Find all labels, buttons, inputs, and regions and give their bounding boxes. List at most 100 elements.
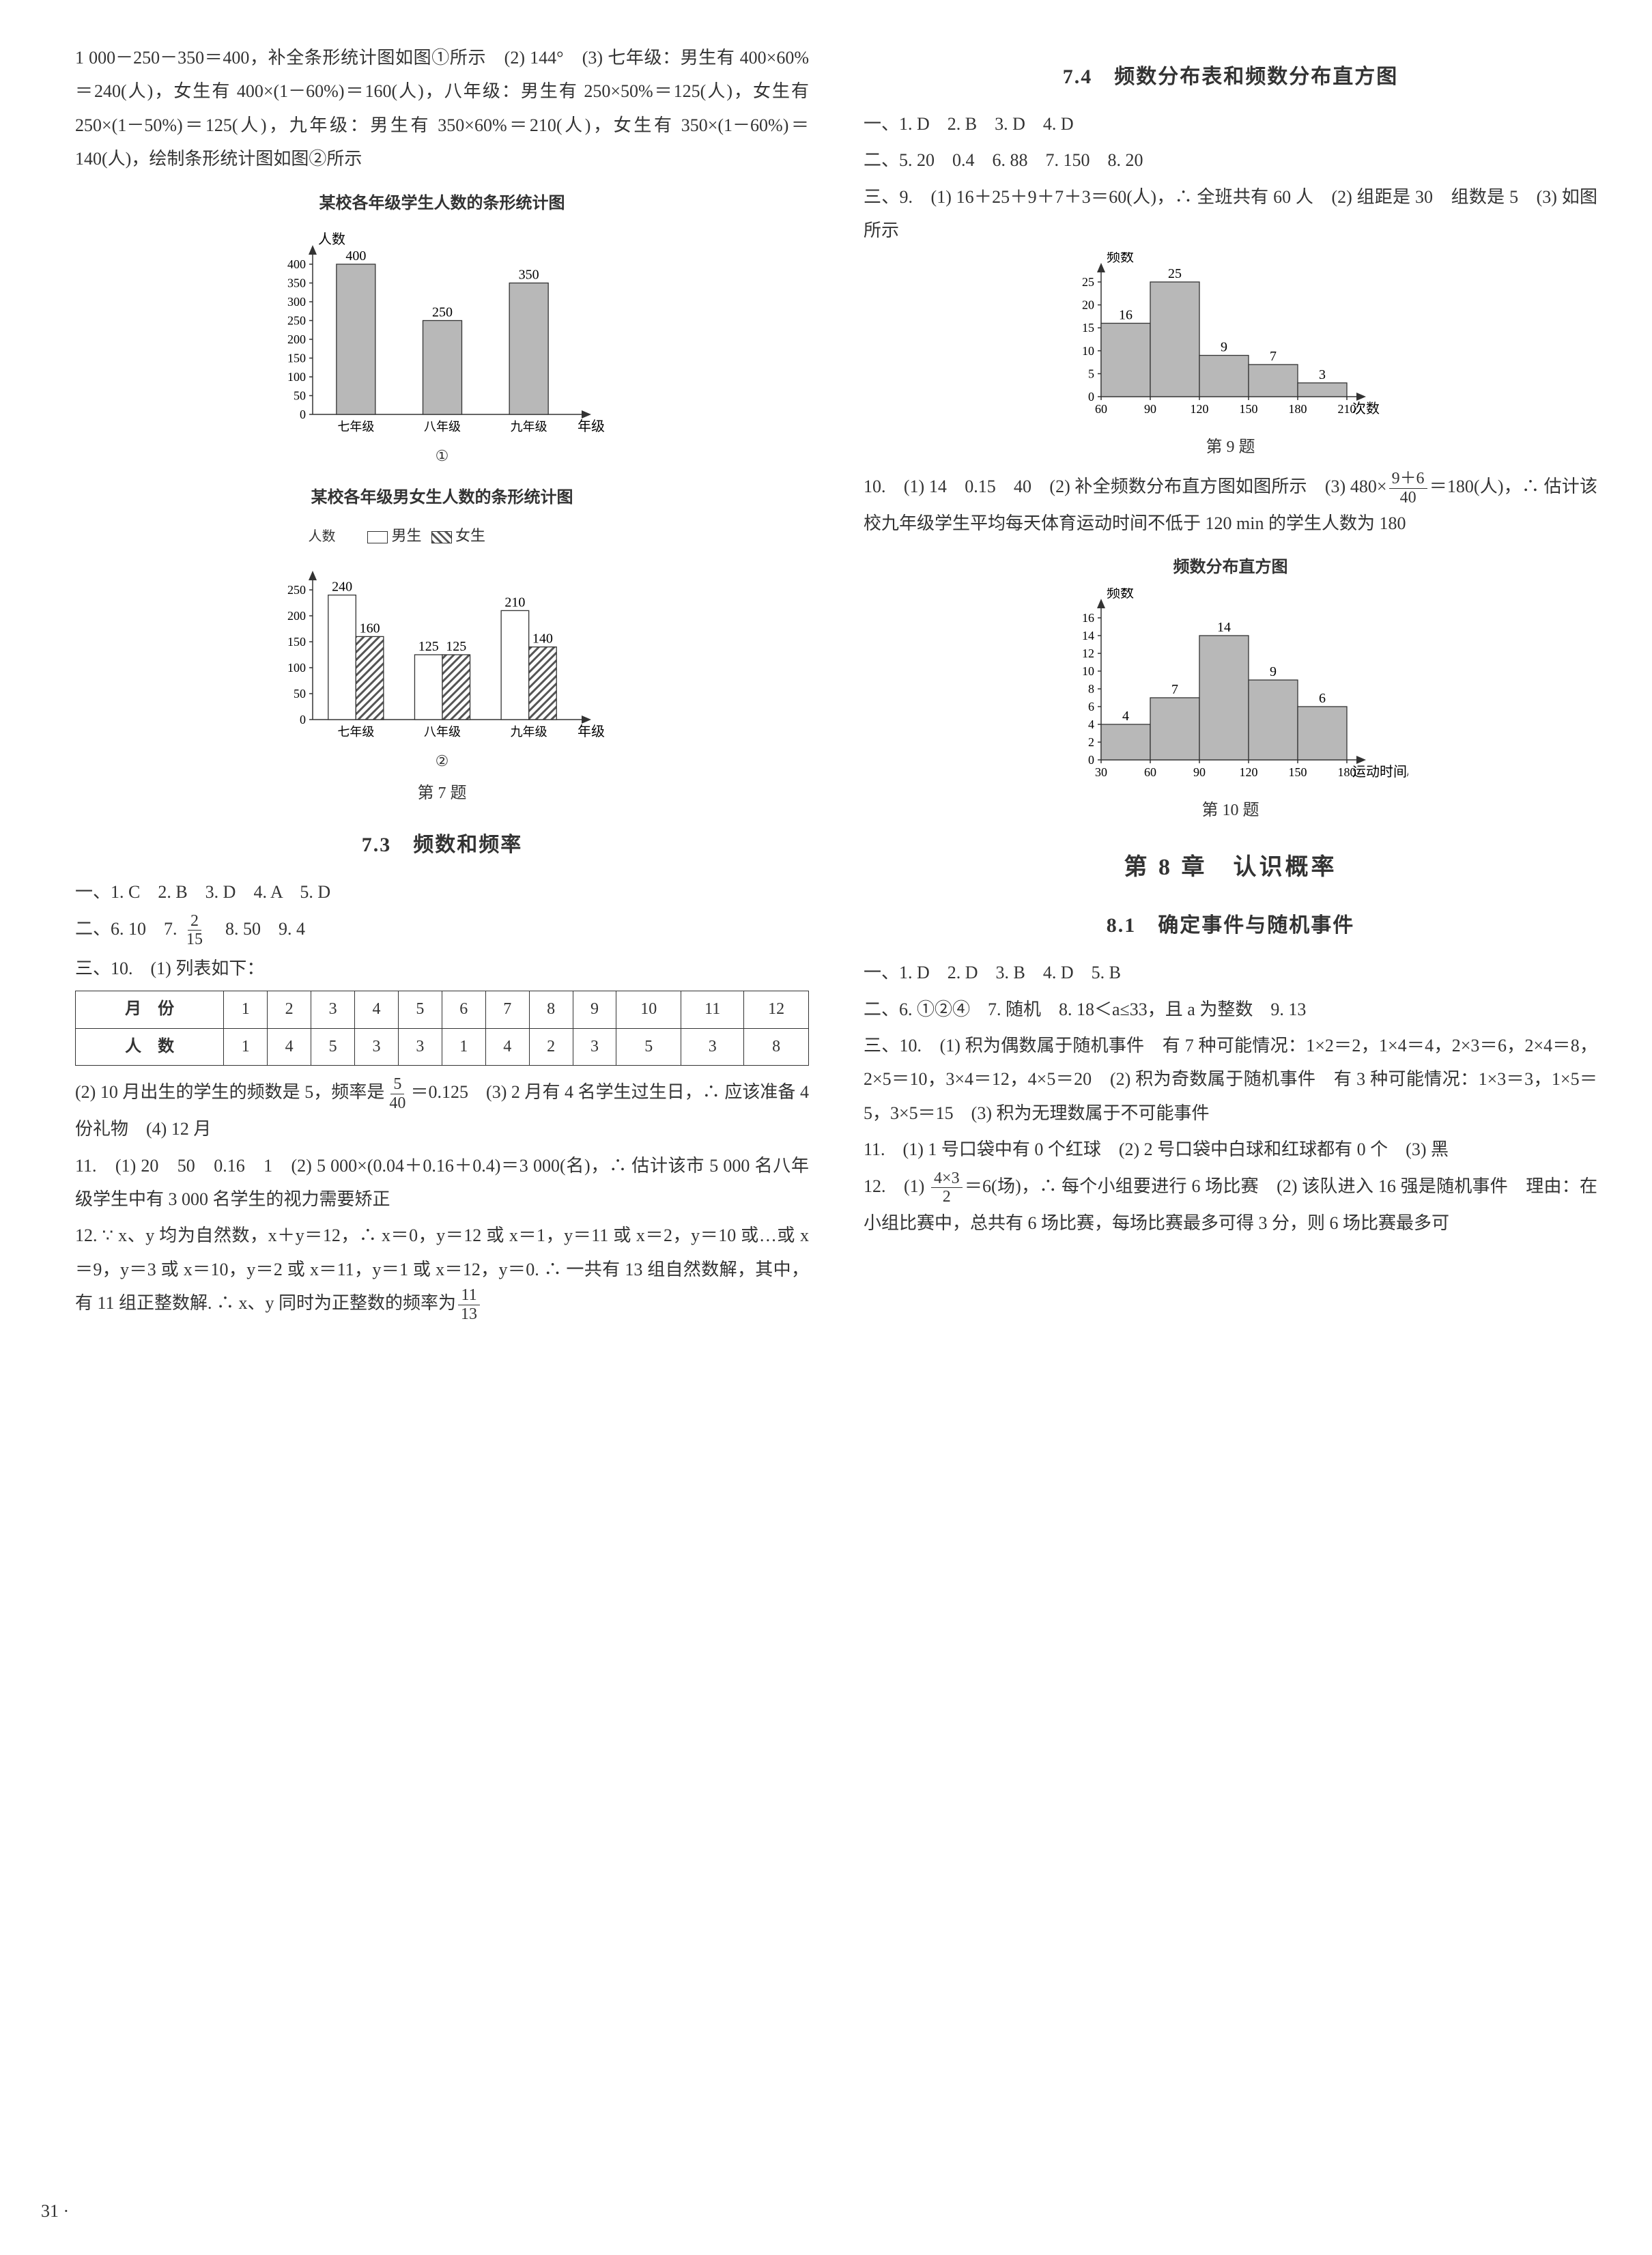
svg-text:12: 12 — [1082, 647, 1094, 660]
s73-l2b: 8. 50 9. 4 — [208, 919, 305, 939]
legend-female-box — [431, 531, 452, 543]
s81-p11: 11. (1) 1 号口袋中有 0 个红球 (2) 2 号口袋中白球和红球都有 … — [864, 1133, 1597, 1166]
svg-text:0: 0 — [300, 408, 306, 421]
svg-text:50: 50 — [294, 687, 306, 700]
s73-l2a: 二、6. 10 7. — [75, 919, 182, 939]
left-column: 1 000－250－350＝400，补全条形统计图如图①所示 (2) 144° … — [75, 41, 809, 1326]
svg-text:七年级: 七年级 — [337, 725, 374, 739]
left-intro: 1 000－250－350＝400，补全条形统计图如图①所示 (2) 144° … — [75, 41, 809, 176]
svg-text:运动时间/min: 运动时间/min — [1352, 764, 1408, 780]
svg-text:90: 90 — [1193, 765, 1206, 779]
s81-p12a: 12. (1) — [864, 1176, 929, 1196]
svg-text:9: 9 — [1270, 664, 1277, 679]
s74-title: 7.4 频数分布表和频数分布直方图 — [864, 57, 1597, 96]
chart9-svg: 0510152025频数次数16259736090120150180210 — [1053, 252, 1408, 429]
chart9-caption: 第 9 题 — [1206, 432, 1255, 464]
svg-text:150: 150 — [287, 635, 306, 649]
chart1-title: 某校各年级学生人数的条形统计图 — [75, 188, 809, 220]
chart10-caption: 第 10 题 — [1202, 795, 1259, 827]
svg-text:20: 20 — [1082, 298, 1094, 311]
chart1-svg: 050100150200250300350400人数年级400七年级250八年级… — [265, 223, 620, 442]
chart10-svg: 0246810121416频数运动时间/min47149630609012015… — [1053, 588, 1408, 793]
svg-text:4: 4 — [1122, 709, 1129, 724]
right-column: 7.4 频数分布表和频数分布直方图 一、1. D 2. B 3. D 4. D … — [864, 41, 1597, 1326]
s74-p10: 10. (1) 14 0.15 40 (2) 补全频数分布直方图如图所示 (3)… — [864, 470, 1597, 540]
svg-text:3: 3 — [1319, 367, 1326, 382]
svg-text:150: 150 — [1288, 765, 1307, 779]
svg-text:150: 150 — [1239, 402, 1257, 416]
svg-text:七年级: 七年级 — [337, 420, 374, 434]
s73-p10-2-frac: 540 — [386, 1075, 408, 1112]
svg-text:210: 210 — [1337, 402, 1356, 416]
s73-p12a: 12. ∵ x、y 均为自然数，x＋y＝12，∴ x＝0，y＝12 或 x＝1，… — [75, 1225, 809, 1313]
svg-text:30: 30 — [1095, 765, 1107, 779]
svg-text:250: 250 — [287, 583, 306, 597]
chart9: 0510152025频数次数16259736090120150180210 第 … — [864, 252, 1597, 464]
svg-text:25: 25 — [1082, 275, 1094, 289]
svg-text:15: 15 — [1082, 321, 1094, 335]
chart2-sub: ② — [436, 747, 449, 776]
svg-text:200: 200 — [287, 609, 306, 623]
legend-female-label: 女生 — [455, 527, 485, 544]
svg-text:100: 100 — [287, 661, 306, 675]
s74-p10-frac: 9＋640 — [1389, 470, 1427, 507]
s73-l2-frac: 215 — [184, 912, 205, 949]
chart2-ylabel-top: 人数 — [309, 529, 336, 544]
svg-text:60: 60 — [1095, 402, 1107, 416]
svg-text:10: 10 — [1082, 343, 1094, 357]
s73-l1: 一、1. C 2. B 3. D 4. A 5. D — [75, 875, 809, 909]
s73-title: 7.3 频数和频率 — [75, 825, 809, 864]
svg-text:16: 16 — [1082, 611, 1094, 625]
svg-text:210: 210 — [504, 595, 525, 610]
chart2-caption: 第 7 题 — [418, 778, 467, 810]
svg-text:350: 350 — [287, 276, 306, 290]
svg-text:6: 6 — [1088, 700, 1094, 713]
svg-text:九年级: 九年级 — [510, 420, 547, 434]
svg-text:240: 240 — [332, 580, 352, 595]
ch8-title: 第 8 章 认识概率 — [864, 846, 1597, 890]
s81-p12: 12. (1) 4×32＝6(场)，∴ 每个小组要进行 6 场比赛 (2) 该队… — [864, 1169, 1597, 1240]
svg-text:125: 125 — [418, 639, 438, 654]
svg-text:300: 300 — [287, 295, 306, 309]
s73-l2: 二、6. 10 7. 215 8. 50 9. 4 — [75, 912, 809, 949]
s74-l3: 三、9. (1) 16＋25＋9＋7＋3＝60(人)，∴ 全班共有 60 人 (… — [864, 180, 1597, 248]
chart10: 0246810121416频数运动时间/min47149630609012015… — [864, 588, 1597, 827]
svg-text:250: 250 — [432, 305, 453, 320]
svg-text:140: 140 — [532, 632, 552, 647]
svg-text:八年级: 八年级 — [424, 420, 461, 434]
chart2-legend: 男生 女生 — [367, 522, 485, 550]
svg-text:60: 60 — [1144, 765, 1156, 779]
s81-p10: 三、10. (1) 积为偶数属于随机事件 有 7 种可能情况：1×2＝2，1×4… — [864, 1029, 1597, 1130]
chart2-svg: 050100150200250年级240160七年级125125八年级21014… — [265, 549, 620, 747]
chart1-sub: ① — [436, 442, 449, 470]
svg-text:九年级: 九年级 — [510, 725, 547, 739]
svg-text:100: 100 — [287, 370, 306, 384]
chart2-title: 某校各年级男女生人数的条形统计图 — [75, 483, 809, 514]
svg-text:人数: 人数 — [318, 231, 345, 247]
page-root: 1 000－250－350＝400，补全条形统计图如图①所示 (2) 144° … — [75, 41, 1597, 1326]
svg-text:2: 2 — [1088, 735, 1094, 749]
svg-text:160: 160 — [359, 621, 380, 636]
svg-text:4: 4 — [1088, 718, 1094, 731]
svg-text:7: 7 — [1270, 349, 1277, 364]
svg-text:频数: 频数 — [1107, 588, 1134, 601]
svg-text:400: 400 — [345, 249, 366, 264]
svg-text:14: 14 — [1082, 629, 1094, 642]
svg-text:5: 5 — [1088, 367, 1094, 380]
svg-text:年级: 年级 — [578, 419, 605, 434]
svg-text:200: 200 — [287, 332, 306, 346]
svg-text:年级: 年级 — [578, 724, 605, 739]
svg-text:14: 14 — [1217, 620, 1231, 635]
s81-p12b: ＝6(场)，∴ 每个小组要进行 6 场比赛 (2) 该队进入 16 强是随机事件… — [864, 1176, 1597, 1233]
page-number: 31 · — [41, 2194, 69, 2228]
svg-text:频数: 频数 — [1107, 252, 1134, 265]
s73-p10-2a: (2) 10 月出生的学生的频数是 5，频率是 — [75, 1082, 384, 1102]
svg-text:120: 120 — [1190, 402, 1208, 416]
svg-text:90: 90 — [1144, 402, 1156, 416]
svg-text:350: 350 — [518, 268, 539, 283]
s73-l3: 三、10. (1) 列表如下： — [75, 952, 809, 985]
chart1: 050100150200250300350400人数年级400七年级250八年级… — [75, 223, 809, 470]
s81-l1: 一、1. D 2. D 3. B 4. D 5. B — [864, 956, 1597, 989]
s81-l2: 二、6. ①②④ 7. 随机 8. 18＜a≤33，且 a 为整数 9. 13 — [864, 993, 1597, 1026]
svg-text:9: 9 — [1221, 339, 1227, 354]
